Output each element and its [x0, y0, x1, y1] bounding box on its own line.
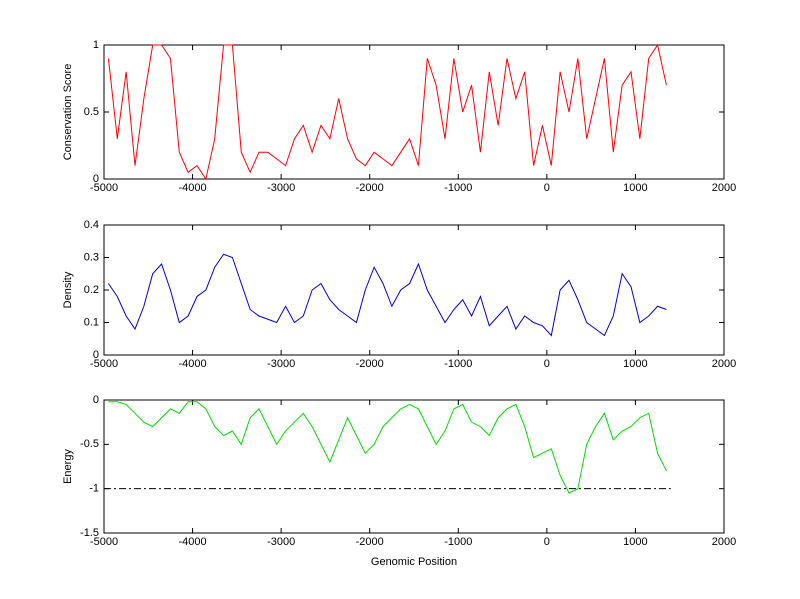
- y-axis-label: Conservation Score: [62, 64, 74, 161]
- x-tick-label: -1000: [444, 182, 472, 194]
- x-tick-label: -2000: [356, 536, 384, 548]
- x-tick-label: 1000: [623, 182, 647, 194]
- x-tick-label: -4000: [179, 536, 207, 548]
- x-tick-label: -4000: [179, 358, 207, 370]
- y-axis-label: Energy: [62, 449, 74, 484]
- y-tick-label: 0.2: [84, 284, 99, 296]
- x-axis-label: Genomic Position: [371, 556, 457, 568]
- x-tick-label: -3000: [267, 182, 295, 194]
- plot-area: [103, 224, 725, 356]
- x-tick-label: 2000: [712, 358, 736, 370]
- y-tick-label: 0: [93, 173, 99, 185]
- x-tick-label: 0: [544, 358, 550, 370]
- data-line: [108, 253, 667, 337]
- y-tick-label: -0.5: [80, 438, 99, 450]
- x-tick-label: -5000: [90, 182, 118, 194]
- x-tick-label: 0: [544, 536, 550, 548]
- data-line: [107, 43, 667, 181]
- y-tick-label: 0.4: [84, 219, 99, 231]
- x-tick-label: -1000: [444, 358, 472, 370]
- x-tick-label: -4000: [179, 182, 207, 194]
- y-tick-label: 0: [93, 394, 99, 406]
- y-tick-label: 0: [93, 349, 99, 361]
- x-tick-label: -3000: [267, 536, 295, 548]
- x-tick-label: 1000: [623, 358, 647, 370]
- y-tick-label: -1: [89, 483, 99, 495]
- x-tick-label: -2000: [356, 182, 384, 194]
- y-axis-label: Density: [62, 271, 74, 308]
- x-tick-label: -1000: [444, 536, 472, 548]
- x-tick-label: 0: [544, 182, 550, 194]
- x-tick-label: 2000: [712, 536, 736, 548]
- x-tick-label: -2000: [356, 358, 384, 370]
- plot-area: [103, 44, 725, 180]
- x-tick-label: 2000: [712, 182, 736, 194]
- y-tick-label: 0.1: [84, 316, 99, 328]
- y-tick-label: -1.5: [80, 527, 99, 539]
- x-tick-label: -3000: [267, 358, 295, 370]
- plot-area: [103, 399, 725, 534]
- x-tick-label: -5000: [90, 358, 118, 370]
- x-tick-label: 1000: [623, 536, 647, 548]
- y-tick-label: 1: [93, 39, 99, 51]
- data-line: [108, 401, 667, 494]
- y-tick-label: 0.5: [84, 106, 99, 118]
- x-tick-label: -5000: [90, 536, 118, 548]
- y-tick-label: 0.3: [84, 251, 99, 263]
